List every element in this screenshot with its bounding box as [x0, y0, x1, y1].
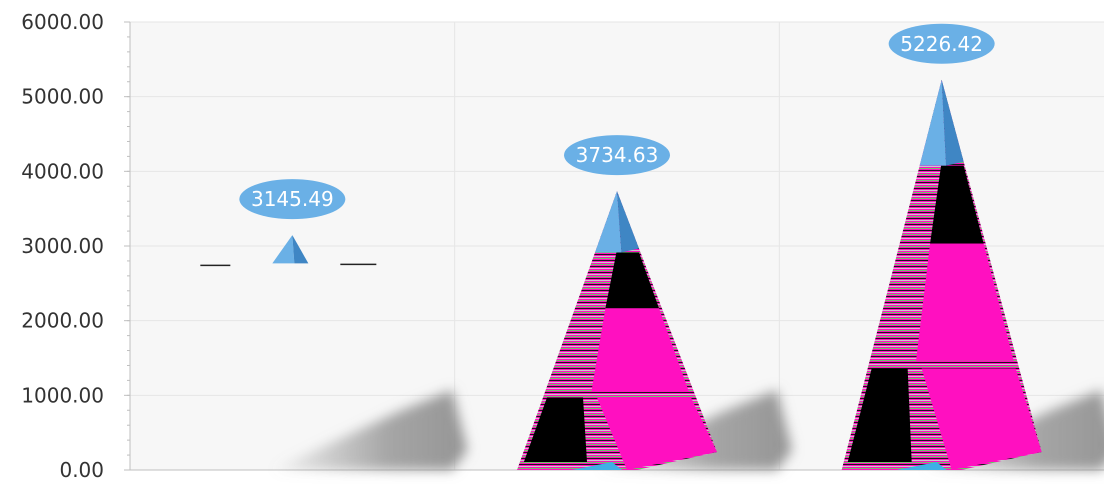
data-labels: 3145.49 3734.63 5226.42 — [239, 23, 995, 220]
data-label-text: 3734.63 — [576, 143, 659, 167]
data-label-bubble — [564, 135, 670, 176]
pyramid-side-face — [941, 79, 964, 166]
data-label-text: 5226.42 — [900, 32, 983, 56]
y-tick-label-3: 3000.00 — [21, 234, 104, 258]
data-label-0: 3145.49 — [239, 179, 346, 220]
pyramid-side-face — [292, 235, 309, 264]
glitch-dark-band — [605, 252, 659, 309]
glitch-dark-wedge — [847, 368, 912, 462]
pyramid-front-face — [595, 191, 622, 253]
y-tick-label-2: 2000.00 — [21, 309, 104, 333]
data-label-1: 3734.63 — [564, 135, 670, 176]
data-label-2: 5226.42 — [888, 23, 995, 64]
glitch-cyan-sliver — [896, 462, 947, 470]
glitch-dark-wedge — [523, 397, 587, 462]
glitch-magenta-panel — [921, 368, 1042, 470]
pyramid-series — [200, 79, 1104, 470]
y-tick-label-1: 1000.00 — [21, 383, 104, 407]
pyramid-1 — [517, 191, 792, 470]
data-label-bubble — [239, 179, 346, 220]
data-label-bubble — [888, 23, 995, 64]
y-tick-label-0: 0.00 — [59, 458, 104, 482]
y-tick-label-4: 4000.00 — [21, 159, 104, 183]
pyramid-front-face — [272, 235, 295, 264]
y-tick-label-6: 6000.00 — [21, 10, 104, 34]
pyramid-0 — [200, 235, 468, 470]
data-label-text: 3145.49 — [251, 187, 334, 211]
glitch-cyan-sliver — [572, 462, 622, 470]
glitch-magenta-band — [591, 308, 689, 392]
y-axis: 0.00 1000.00 2000.00 3000.00 4000.00 5000.00 6… — [21, 10, 1104, 482]
glitch-magenta-band — [916, 243, 1014, 361]
glitch-dark-band — [930, 165, 984, 244]
pyramid-shadow — [272, 390, 468, 470]
pyramid-front-face — [919, 79, 947, 166]
y-tick-label-5: 5000.00 — [21, 85, 104, 109]
pyramid-2 — [841, 79, 1104, 470]
pyramid-side-face — [617, 191, 639, 253]
glitch-magenta-panel — [597, 397, 717, 470]
